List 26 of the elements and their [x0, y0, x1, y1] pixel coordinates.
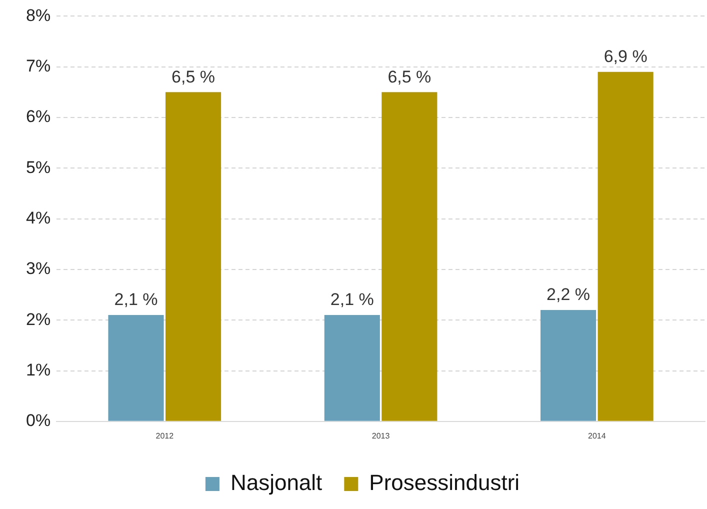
x-tick-label: 2012 — [156, 431, 174, 440]
y-tick-label: 6% — [26, 107, 51, 126]
bar — [598, 72, 654, 421]
legend-label: Prosessindustri — [369, 470, 520, 496]
x-tick-label: 2014 — [588, 431, 606, 440]
y-tick-label: 4% — [26, 208, 51, 228]
data-label: 2,2 % — [546, 285, 590, 304]
y-tick-label: 5% — [26, 158, 51, 177]
y-tick-label: 0% — [26, 411, 51, 430]
x-tick-label: 2013 — [372, 431, 390, 440]
legend-label: Nasjonalt — [230, 470, 322, 496]
data-label: 6,5 % — [172, 67, 216, 86]
bar — [166, 92, 222, 421]
data-label: 6,5 % — [388, 67, 432, 86]
data-label: 6,9 % — [604, 47, 648, 66]
bar — [108, 315, 164, 421]
y-tick-label: 2% — [26, 310, 51, 329]
y-tick-label: 1% — [26, 360, 51, 380]
data-label: 2,1 % — [330, 290, 374, 310]
y-tick-label: 8% — [26, 6, 51, 25]
data-label: 2,1 % — [114, 290, 158, 310]
bar — [540, 310, 596, 421]
y-tick-label: 7% — [26, 56, 51, 76]
y-tick-label: 3% — [26, 259, 51, 278]
bar — [324, 315, 380, 421]
bar — [382, 92, 438, 421]
